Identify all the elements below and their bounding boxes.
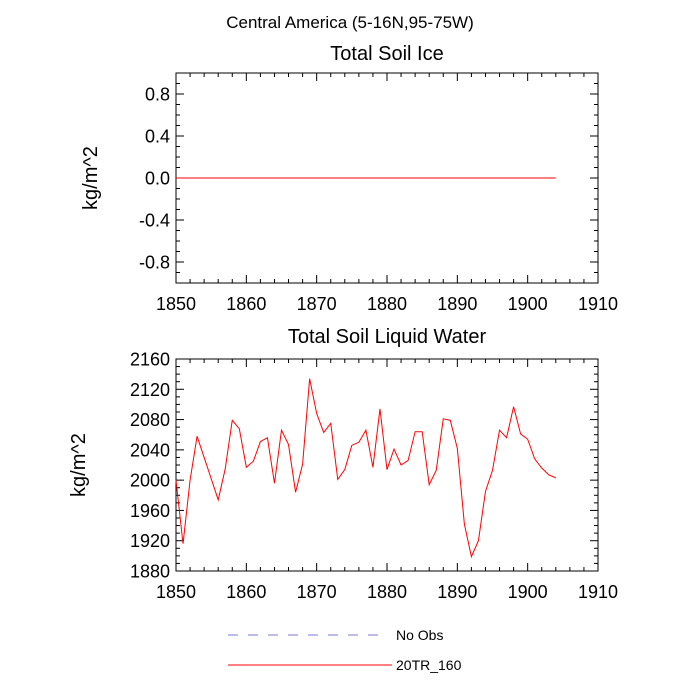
y-tick-label: -0.8: [139, 253, 170, 273]
y-tick-label: 0.8: [145, 85, 170, 105]
y-tick-label: 2040: [130, 440, 170, 460]
y-tick-label: 2000: [130, 471, 170, 491]
x-tick-label: 1910: [578, 294, 618, 314]
y-tick-label: -0.4: [139, 211, 170, 231]
y-tick-label: 0.0: [145, 169, 170, 189]
x-tick-label: 1910: [578, 582, 618, 602]
series-line-20tr-160: [175, 378, 556, 559]
legend: No Obs 20TR_160: [228, 627, 462, 673]
y-axis-label: kg/m^2: [80, 146, 102, 210]
y-tick-label: 1920: [130, 531, 170, 551]
x-tick-label: 1870: [297, 582, 337, 602]
y-tick-label: 1960: [130, 501, 170, 521]
plot-frame: [175, 358, 599, 572]
x-tick-label: 1900: [508, 294, 548, 314]
x-tick-label: 1880: [367, 582, 407, 602]
legend-label-no-obs: No Obs: [396, 627, 443, 643]
y-tick-label: 2120: [130, 380, 170, 400]
x-tick-label: 1880: [367, 294, 407, 314]
y-tick-label: 2160: [130, 350, 170, 370]
figure-title: Central America (5-16N,95-75W): [226, 13, 474, 32]
legend-label-20tr-160: 20TR_160: [396, 657, 462, 673]
chart-title: Total Soil Ice: [330, 43, 443, 65]
y-tick-label: 1880: [130, 562, 170, 582]
x-tick-label: 1890: [437, 582, 477, 602]
x-tick-label: 1850: [156, 582, 196, 602]
chart-panel-total-soil-ice: Total Soil Ice kg/m^2 1850 1860 1870 1880 1890…: [80, 43, 618, 314]
y-axis-label: kg/m^2: [68, 433, 90, 497]
y-tick-label: 2080: [130, 410, 170, 430]
chart-title: Total Soil Liquid Water: [288, 326, 487, 348]
x-tick-label: 1860: [226, 294, 266, 314]
x-tick-label: 1870: [297, 294, 337, 314]
x-tick-label: 1860: [226, 582, 266, 602]
chart-panel-total-soil-liquid-water: Total Soil Liquid Water kg/m^2 1850 1860 187…: [68, 326, 618, 602]
y-tick-label: 0.4: [145, 127, 170, 147]
x-tick-label: 1890: [437, 294, 477, 314]
x-tick-label: 1850: [156, 294, 196, 314]
x-tick-label: 1900: [508, 582, 548, 602]
